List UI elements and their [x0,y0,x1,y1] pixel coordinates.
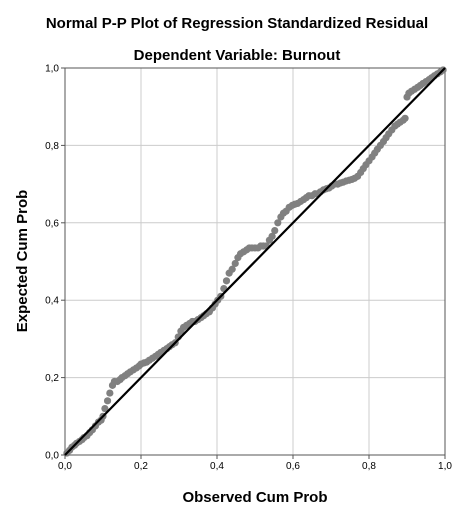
data-point [101,404,109,413]
plot-frame [64,67,446,456]
x-axis-label: Observed Cum Prob [182,489,327,506]
y-tick-label: 0,8 [45,141,59,152]
reference-line [64,67,446,456]
data-points [63,66,447,457]
x-tick-label: 0,2 [134,461,148,472]
y-tick-label: 0,6 [45,218,59,229]
x-tick-label: 0,0 [58,461,72,472]
data-point [231,259,239,268]
data-point [106,389,114,397]
x-tick-label: 0,4 [210,461,224,472]
y-tick-label: 0,2 [45,373,59,384]
data-point [274,219,282,227]
y-axis-label: Expected Cum Prob [14,190,31,333]
data-point [228,265,236,273]
y-tick-label: 0,4 [45,296,59,307]
data-point [271,226,279,235]
x-tick-label: 0,6 [286,461,300,472]
x-tick-label: 0,8 [362,461,376,472]
grid [65,68,445,455]
chart-subtitle: Dependent Variable: Burnout [134,47,341,64]
data-point [103,397,112,405]
y-tick-label: 0,0 [45,451,59,462]
x-axis-ticks: 0,0 0,2 0,4 0,6 0,8 1,0 [58,455,452,472]
data-point [401,114,409,122]
y-tick-label: 1,0 [45,64,59,75]
data-point [222,277,231,285]
chart-title: Normal P-P Plot of Regression Standardiz… [46,15,428,32]
x-tick-label: 1,0 [438,461,452,472]
data-point [268,232,276,240]
y-axis-ticks: 0,0 0,2 0,4 0,6 0,8 1,0 [45,64,65,462]
